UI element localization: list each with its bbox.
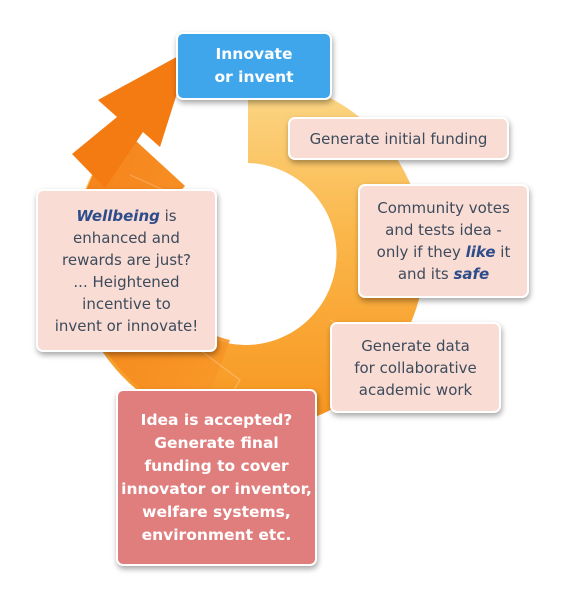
wellbeing-rest: enhanced and rewards are just? ... Heigh…: [54, 228, 199, 335]
step-wellbeing-label: Wellbeing is enhanced and rewards are jus…: [55, 205, 199, 337]
step-innovate-or-invent: Innovate or invent: [176, 32, 332, 100]
wellbeing-emphasis: Wellbeing: [76, 206, 160, 225]
step-generate-data: Generate data for collaborative academic…: [330, 322, 501, 413]
step-innovate-label: Innovate or invent: [214, 45, 294, 86]
community-line-4-pre: and its: [397, 265, 454, 283]
step-community-label: Community votes and tests idea - only if t…: [377, 197, 511, 285]
community-line-1: Community votes: [377, 199, 510, 217]
community-line-3-post: it: [495, 243, 511, 261]
step-idea-accepted: Idea is accepted? Generate final funding…: [116, 389, 317, 566]
community-line-3-pre: only if they: [376, 243, 466, 261]
community-line-2: and tests idea -: [385, 221, 502, 239]
step-community-votes: Community votes and tests idea - only if t…: [358, 184, 529, 298]
community-like-emphasis: like: [465, 243, 496, 261]
step-funding-label: Generate initial funding: [309, 129, 488, 148]
step-accepted-label: Idea is accepted? Generate final funding…: [121, 410, 312, 544]
arrow-head: [72, 49, 191, 188]
wellbeing-after-emphasis: is: [159, 206, 177, 225]
community-safe-emphasis: safe: [453, 265, 490, 283]
step-wellbeing: Wellbeing is enhanced and rewards are jus…: [36, 189, 217, 352]
step-generate-initial-funding: Generate initial funding: [288, 117, 509, 160]
step-data-label: Generate data for collaborative academic…: [354, 336, 477, 399]
